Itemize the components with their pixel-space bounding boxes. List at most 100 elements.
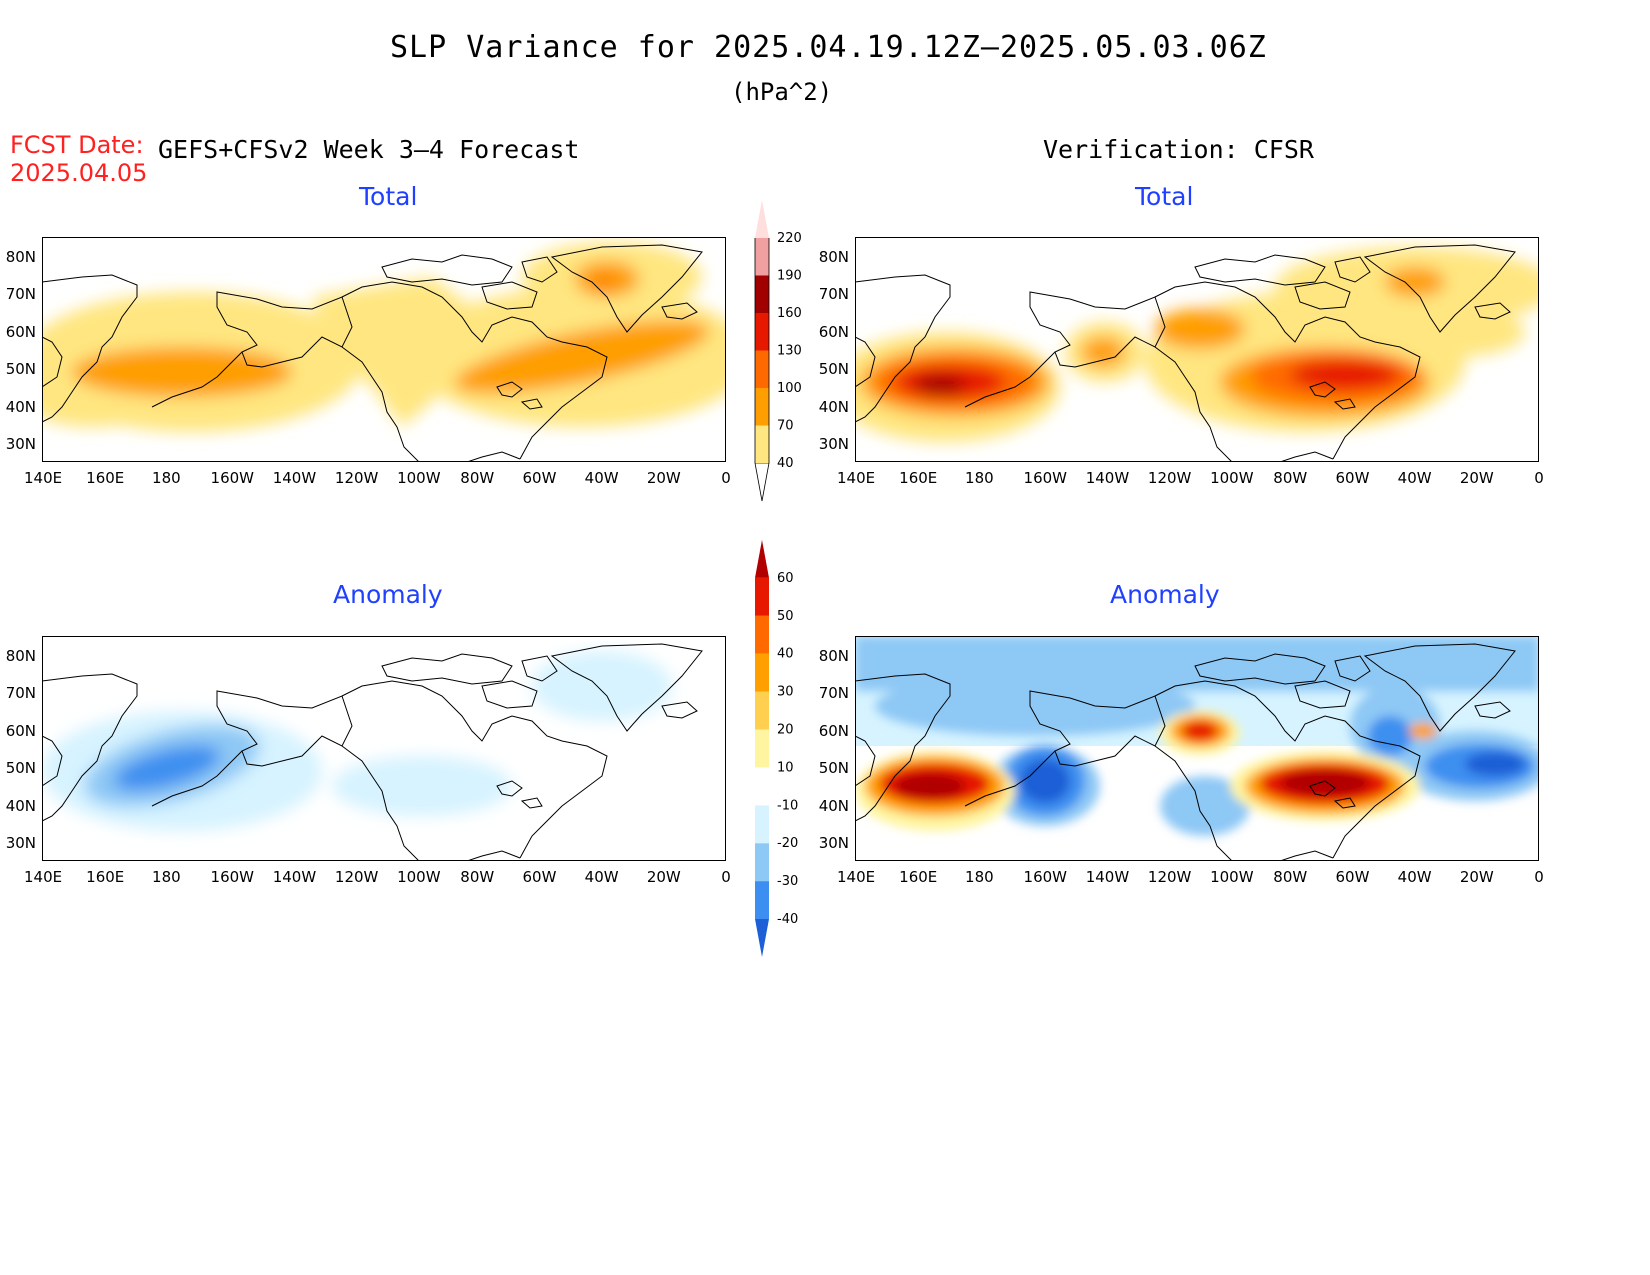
lat-tick-label: 30N — [818, 435, 849, 453]
lon-tick-label: 140W — [1085, 469, 1130, 487]
lat-tick-label: 40N — [818, 796, 849, 815]
colorbar-anomaly-level: 10 — [777, 760, 794, 775]
lon-tick-label: 160W — [1023, 469, 1067, 487]
lon-tick-label: 180 — [965, 868, 994, 886]
lon-tick-label: 0 — [1534, 469, 1544, 487]
map-verif-total — [855, 237, 1539, 462]
lon-tick-label: 120W — [1147, 868, 1192, 886]
colorbar-anomaly-swatch — [755, 881, 769, 919]
colorbar-anomaly-level: 30 — [777, 685, 794, 700]
map-verif-anomaly — [855, 636, 1539, 861]
lat-tick-label: 60N — [818, 721, 849, 740]
lon-tick-label: 160W — [210, 469, 254, 487]
colorbar-total-lower-tail — [754, 462, 770, 502]
panel-title-verif-anomaly: Anomaly — [1110, 580, 1220, 609]
forecast-heading: GEFS+CFSv2 Week 3–4 Forecast — [158, 135, 580, 164]
map-fcst-total — [42, 237, 726, 462]
lon-tick-label: 60W — [1335, 868, 1370, 886]
lat-tick-label: 40N — [5, 796, 36, 815]
lon-tick-label: 20W — [1459, 469, 1494, 487]
fcst-date-value: 2025.04.05 — [10, 159, 148, 187]
lat-tick-label: 40N — [5, 397, 36, 416]
lat-tick-label: 80N — [5, 647, 36, 665]
lon-tick-label: 100W — [1210, 469, 1254, 487]
colorbar-anomaly-swatch — [755, 615, 769, 654]
lon-tick-label: 100W — [397, 868, 441, 886]
colorbar-anomaly-level: -30 — [777, 874, 798, 889]
lon-tick-label: 120W — [334, 469, 379, 487]
map-fcst-anomaly — [42, 636, 726, 861]
lon-tick-label: 160W — [210, 868, 254, 886]
panel-title-fcst-anomaly: Anomaly — [333, 580, 443, 609]
lat-tick-label: 30N — [5, 834, 36, 852]
lon-tick-label: 80W — [460, 469, 495, 487]
lon-tick-label: 80W — [1273, 469, 1308, 487]
colorbar-anomaly-level: -40 — [777, 912, 798, 927]
lat-tick-label: 40N — [818, 397, 849, 416]
colorbar-total: 40 70 100 130 160 190 220 — [754, 200, 802, 502]
lon-tick-label: 120W — [334, 868, 379, 886]
colorbar-total-outline — [754, 238, 770, 463]
lon-tick-label: 80W — [460, 868, 495, 886]
lon-tick-label: 20W — [646, 868, 681, 886]
lat-tick-label: 60N — [5, 322, 36, 341]
lon-tick-label: 140E — [837, 868, 876, 886]
colorbar-anomaly-lower-tail — [755, 919, 769, 957]
lon-tick-label: 20W — [646, 469, 681, 487]
lon-tick-label: 0 — [721, 868, 731, 886]
colorbar-total-upper-tail — [755, 200, 769, 238]
lat-tick-label: 50N — [818, 360, 849, 379]
lat-tick-label: 30N — [5, 435, 36, 453]
lon-tick-label: 120W — [1147, 469, 1192, 487]
colorbar-anomaly-swatch — [755, 805, 769, 844]
colorbar-anomaly-swatch — [755, 653, 769, 692]
lat-tick-label: 30N — [818, 834, 849, 852]
lat-tick-label: 70N — [818, 684, 849, 703]
colorbar-total-swatch — [755, 425, 769, 463]
colorbar-total-level: 220 — [777, 231, 802, 246]
colorbar-anomaly-level: 40 — [777, 647, 794, 662]
lon-tick-label: 100W — [397, 469, 441, 487]
lon-tick-label: 0 — [721, 469, 731, 487]
colorbar-anomaly-level: -20 — [777, 836, 798, 851]
lon-tick-label: 180 — [152, 868, 181, 886]
colorbar-total-swatch — [755, 238, 769, 276]
lon-tick-label: 40W — [1397, 868, 1432, 886]
lon-tick-label: 160W — [1023, 868, 1067, 886]
colorbar-anomaly-level: 60 — [777, 571, 794, 586]
lon-tick-label: 60W — [522, 868, 557, 886]
lon-tick-label: 140E — [24, 868, 63, 886]
lat-tick-label: 60N — [5, 721, 36, 740]
lon-tick-label: 40W — [584, 868, 619, 886]
colorbar-anomaly-level: -10 — [777, 798, 798, 813]
lon-tick-label: 40W — [1397, 469, 1432, 487]
lat-tick-label: 80N — [818, 647, 849, 665]
lon-tick-label: 180 — [965, 469, 994, 487]
lon-tick-label: 80W — [1273, 868, 1308, 886]
lat-tick-label: 80N — [818, 248, 849, 266]
panel-title-fcst-total: Total — [359, 182, 418, 211]
colorbar-total-swatch — [755, 275, 769, 313]
lat-tick-label: 60N — [818, 322, 849, 341]
lat-tick-label: 50N — [5, 759, 36, 778]
lon-tick-label: 140W — [272, 469, 317, 487]
lat-tick-label: 70N — [818, 285, 849, 304]
lon-tick-label: 160E — [86, 868, 125, 886]
colorbar-anomaly-upper-tail — [755, 539, 769, 578]
lat-tick-label: 70N — [5, 684, 36, 703]
colorbar-anomaly-swatch — [755, 577, 769, 616]
lon-tick-label: 160E — [86, 469, 125, 487]
lat-tick-label: 70N — [5, 285, 36, 304]
colorbar-anomaly-level: 20 — [777, 723, 794, 738]
colorbar-total-swatch — [755, 313, 769, 351]
lon-tick-label: 20W — [1459, 868, 1494, 886]
colorbar-anomaly-swatch — [755, 843, 769, 882]
lat-tick-label: 50N — [818, 759, 849, 778]
units-label: (hPa^2) — [731, 78, 833, 106]
colorbar-total-swatch — [755, 350, 769, 388]
lon-tick-label: 140W — [272, 868, 317, 886]
lon-tick-label: 140E — [837, 469, 876, 487]
colorbar-anomaly: -40 -30 -20 -10 10 20 30 40 50 60 — [755, 539, 798, 957]
colorbar-anomaly-swatch — [755, 729, 769, 768]
lat-tick-label: 80N — [5, 248, 36, 266]
